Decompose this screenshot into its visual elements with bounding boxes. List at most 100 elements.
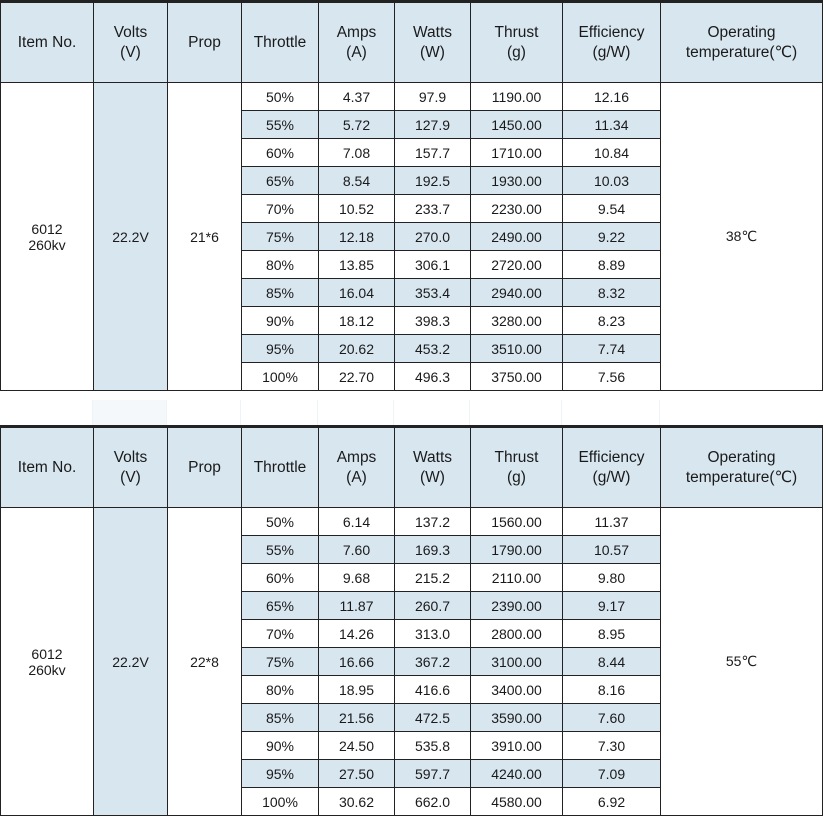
thrust-cell: 1790.00 <box>470 535 563 564</box>
column-header: Item No. <box>0 426 94 508</box>
column-header-line: Thrust <box>494 448 539 466</box>
column-header-line: Operating <box>707 23 776 41</box>
column-header: Efficiency (g/W) <box>562 426 661 508</box>
amps-cell: 21.56 <box>318 703 395 732</box>
throttle-cell: 70% <box>241 194 319 223</box>
watts-cell: 169.3 <box>394 535 471 564</box>
table-row: 55% 5.72 127.9 1450.00 11.34 <box>1 110 823 139</box>
table-row: 60% 7.08 157.7 1710.00 10.84 <box>1 138 823 167</box>
throttle-cell: 90% <box>241 731 319 760</box>
efficiency-cell: 9.17 <box>562 591 661 620</box>
amps-cell: 7.08 <box>318 138 395 167</box>
amps-cell: 8.54 <box>318 166 395 195</box>
item-kv: 260kv <box>28 236 66 253</box>
table-row: 85% 16.04 353.4 2940.00 8.32 <box>1 278 823 307</box>
thrust-cell: 4580.00 <box>470 787 563 816</box>
column-header: Efficiency (g/W) <box>562 1 661 83</box>
throttle-cell: 55% <box>241 110 319 139</box>
table-row: 70% 10.52 233.7 2230.00 9.54 <box>1 194 823 223</box>
watts-cell: 215.2 <box>394 563 471 592</box>
amps-cell: 16.04 <box>318 278 395 307</box>
thrust-cell: 2940.00 <box>470 278 563 307</box>
amps-cell: 7.60 <box>318 535 395 564</box>
column-header: Operating temperature(℃) <box>660 1 823 83</box>
temperature-cell: 55℃ <box>660 507 823 816</box>
thrust-cell: 2490.00 <box>470 222 563 251</box>
thrust-cell: 3590.00 <box>470 703 563 732</box>
column-header-line: Throttle <box>253 33 307 51</box>
prop-cell: 22*8 <box>167 507 242 816</box>
column-header: Item No. <box>0 1 94 83</box>
item-model: 6012 <box>31 220 63 237</box>
amps-cell: 6.14 <box>318 507 395 536</box>
throttle-cell: 55% <box>241 535 319 564</box>
column-header-line: Watts <box>412 448 453 466</box>
watts-cell: 367.2 <box>394 647 471 676</box>
table-row: 95% 20.62 453.2 3510.00 7.74 <box>1 334 823 363</box>
table-row: 80% 13.85 306.1 2720.00 8.89 <box>1 250 823 279</box>
column-header: Volts (V) <box>93 426 168 508</box>
watts-cell: 472.5 <box>394 703 471 732</box>
watts-cell: 353.4 <box>394 278 471 307</box>
efficiency-cell: 11.37 <box>562 507 661 536</box>
column-header-unit: (g/W) <box>592 43 631 61</box>
throttle-cell: 80% <box>241 250 319 279</box>
column-header: Operating temperature(℃) <box>660 426 823 508</box>
throttle-cell: 95% <box>241 334 319 363</box>
column-header-line: Volts <box>113 448 148 466</box>
column-header: Watts (W) <box>394 426 471 508</box>
table-row: 55% 7.60 169.3 1790.00 10.57 <box>1 535 823 564</box>
table-row: 100% 22.70 496.3 3750.00 7.56 <box>1 362 823 391</box>
column-header-unit: (V) <box>120 468 141 486</box>
amps-cell: 13.85 <box>318 250 395 279</box>
amps-cell: 16.66 <box>318 647 395 676</box>
column-header-line: Prop <box>188 33 221 51</box>
amps-cell: 5.72 <box>318 110 395 139</box>
efficiency-cell: 8.32 <box>562 278 661 307</box>
header-row: Item No. Volts (V) Prop Throttle Amps (A) Watts… <box>0 426 823 508</box>
throttle-cell: 85% <box>241 278 319 307</box>
table-row: 80% 18.95 416.6 3400.00 8.16 <box>1 675 823 704</box>
efficiency-cell: 8.89 <box>562 250 661 279</box>
column-header-line: Thrust <box>494 23 539 41</box>
efficiency-cell: 7.60 <box>562 703 661 732</box>
throttle-cell: 85% <box>241 703 319 732</box>
column-header-line: Prop <box>188 458 221 476</box>
table-row: 65% 8.54 192.5 1930.00 10.03 <box>1 166 823 195</box>
column-header-unit: (V) <box>120 43 141 61</box>
column-header-line: Watts <box>412 23 453 41</box>
efficiency-cell: 8.95 <box>562 619 661 648</box>
temperature-cell: 38℃ <box>660 82 823 391</box>
column-header: Amps (A) <box>318 1 395 83</box>
efficiency-cell: 7.30 <box>562 731 661 760</box>
table-row: 75% 12.18 270.0 2490.00 9.22 <box>1 222 823 251</box>
thrust-cell: 1450.00 <box>470 110 563 139</box>
efficiency-cell: 7.74 <box>562 334 661 363</box>
table-row: 65% 11.87 260.7 2390.00 9.17 <box>1 591 823 620</box>
efficiency-cell: 8.16 <box>562 675 661 704</box>
amps-cell: 10.52 <box>318 194 395 223</box>
throttle-cell: 75% <box>241 222 319 251</box>
item-kv: 260kv <box>28 661 66 678</box>
amps-cell: 12.18 <box>318 222 395 251</box>
table-row: 75% 16.66 367.2 3100.00 8.44 <box>1 647 823 676</box>
efficiency-cell: 7.09 <box>562 759 661 788</box>
thrust-cell: 1710.00 <box>470 138 563 167</box>
efficiency-cell: 8.23 <box>562 306 661 335</box>
thrust-cell: 2230.00 <box>470 194 563 223</box>
throttle-cell: 60% <box>241 563 319 592</box>
efficiency-cell: 11.34 <box>562 110 661 139</box>
efficiency-cell: 9.54 <box>562 194 661 223</box>
watts-cell: 137.2 <box>394 507 471 536</box>
watts-cell: 306.1 <box>394 250 471 279</box>
column-header-line: Throttle <box>253 458 307 476</box>
amps-cell: 11.87 <box>318 591 395 620</box>
thrust-cell: 2800.00 <box>470 619 563 648</box>
watts-cell: 662.0 <box>394 787 471 816</box>
column-header-line: Amps <box>336 448 377 466</box>
amps-cell: 24.50 <box>318 731 395 760</box>
column-header: Amps (A) <box>318 426 395 508</box>
prop-cell: 21*6 <box>167 82 242 391</box>
column-header: Prop <box>167 426 242 508</box>
throttle-cell: 70% <box>241 619 319 648</box>
